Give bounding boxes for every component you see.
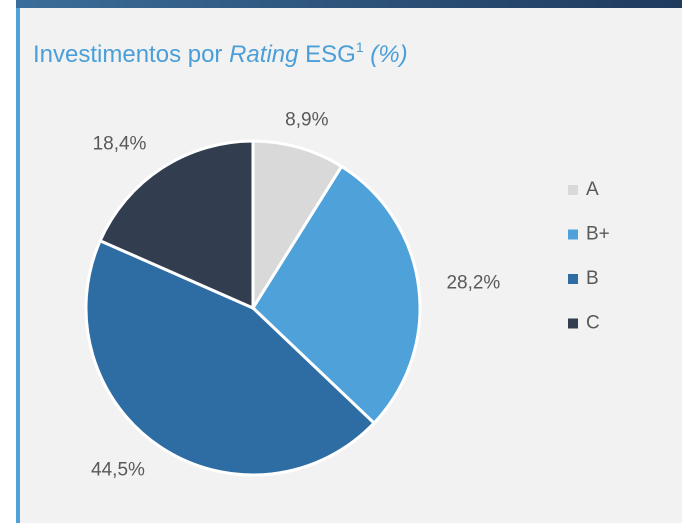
pie-slice: [98, 139, 255, 311]
legend-label: B+: [586, 224, 610, 245]
legend-swatch: [568, 185, 578, 195]
data-label: 28,2%: [446, 273, 500, 294]
pie-slice: [84, 238, 377, 477]
legend-label: C: [586, 313, 600, 334]
legend-swatch: [568, 318, 578, 329]
chart-title: Investimentos por Rating ESG1 (%): [33, 39, 408, 69]
top-bar: [16, 0, 682, 8]
legend-swatch: [568, 274, 578, 284]
legend-label: B: [586, 268, 599, 289]
left-bar: [16, 8, 20, 523]
pie-slice: [251, 139, 344, 314]
legend-swatch: [568, 229, 578, 240]
pie-slice: [251, 164, 422, 426]
data-label: 44,5%: [91, 459, 145, 480]
legend-label: A: [586, 179, 599, 200]
data-label: 18,4%: [93, 134, 147, 155]
data-label: 8,9%: [285, 110, 328, 131]
